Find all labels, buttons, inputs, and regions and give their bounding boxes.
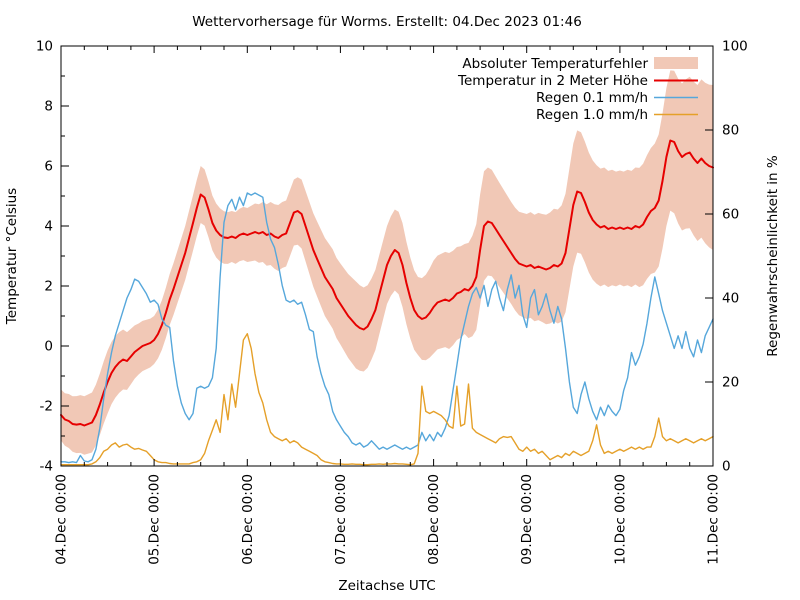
y-left-tick-label: 4	[44, 219, 53, 235]
legend-label: Absoluter Temperaturfehler	[462, 56, 648, 72]
y-left-tick-label: -4	[40, 459, 53, 475]
x-tick-label: 07.Dec 00:00	[333, 474, 349, 565]
y-left-tick-label: 8	[44, 99, 53, 115]
left-axis-label: Temperatur °Celsius	[4, 188, 20, 325]
legend-label: Regen 1.0 mm/h	[536, 107, 648, 123]
rain-01-line	[60, 192, 714, 464]
right-axis-label: Regenwahrscheinlichkeit in %	[765, 155, 781, 357]
x-axis-label: Zeitachse UTC	[338, 578, 435, 594]
y-right-tick-label: 20	[722, 375, 739, 391]
y-right-tick-label: 80	[722, 123, 739, 139]
chart-title: Wettervorhersage für Worms. Erstellt: 04…	[192, 14, 582, 30]
x-tick-label: 08.Dec 00:00	[426, 474, 442, 565]
x-tick-label: 06.Dec 00:00	[240, 474, 256, 565]
x-tick-label: 04.Dec 00:00	[54, 474, 70, 565]
y-left-tick-label: -2	[40, 399, 53, 415]
x-tick-label: 05.Dec 00:00	[147, 474, 163, 565]
y-right-tick-label: 0	[722, 459, 731, 475]
x-tick-label: 10.Dec 00:00	[612, 474, 628, 565]
x-tick-label: 09.Dec 00:00	[519, 474, 535, 565]
temperature-line	[60, 139, 714, 427]
legend-band-swatch	[654, 57, 698, 69]
y-right-tick-label: 40	[722, 291, 739, 307]
y-left-tick-label: 2	[44, 279, 53, 295]
y-left-tick-label: 0	[44, 339, 53, 355]
legend-label: Regen 0.1 mm/h	[536, 90, 648, 106]
y-left-tick-label: 6	[44, 159, 53, 175]
axes-layer: 04.Dec 00:00 05.Dec 00:00 06.Dec 00:00 07.D…	[36, 39, 748, 565]
x-tick-label: 11.Dec 00:00	[706, 474, 722, 565]
y-right-tick-label: 60	[722, 207, 739, 223]
y-left-tick-label: 10	[36, 39, 53, 55]
y-right-tick-label: 100	[722, 39, 748, 55]
legend-label: Temperatur in 2 Meter Höhe	[457, 73, 648, 89]
